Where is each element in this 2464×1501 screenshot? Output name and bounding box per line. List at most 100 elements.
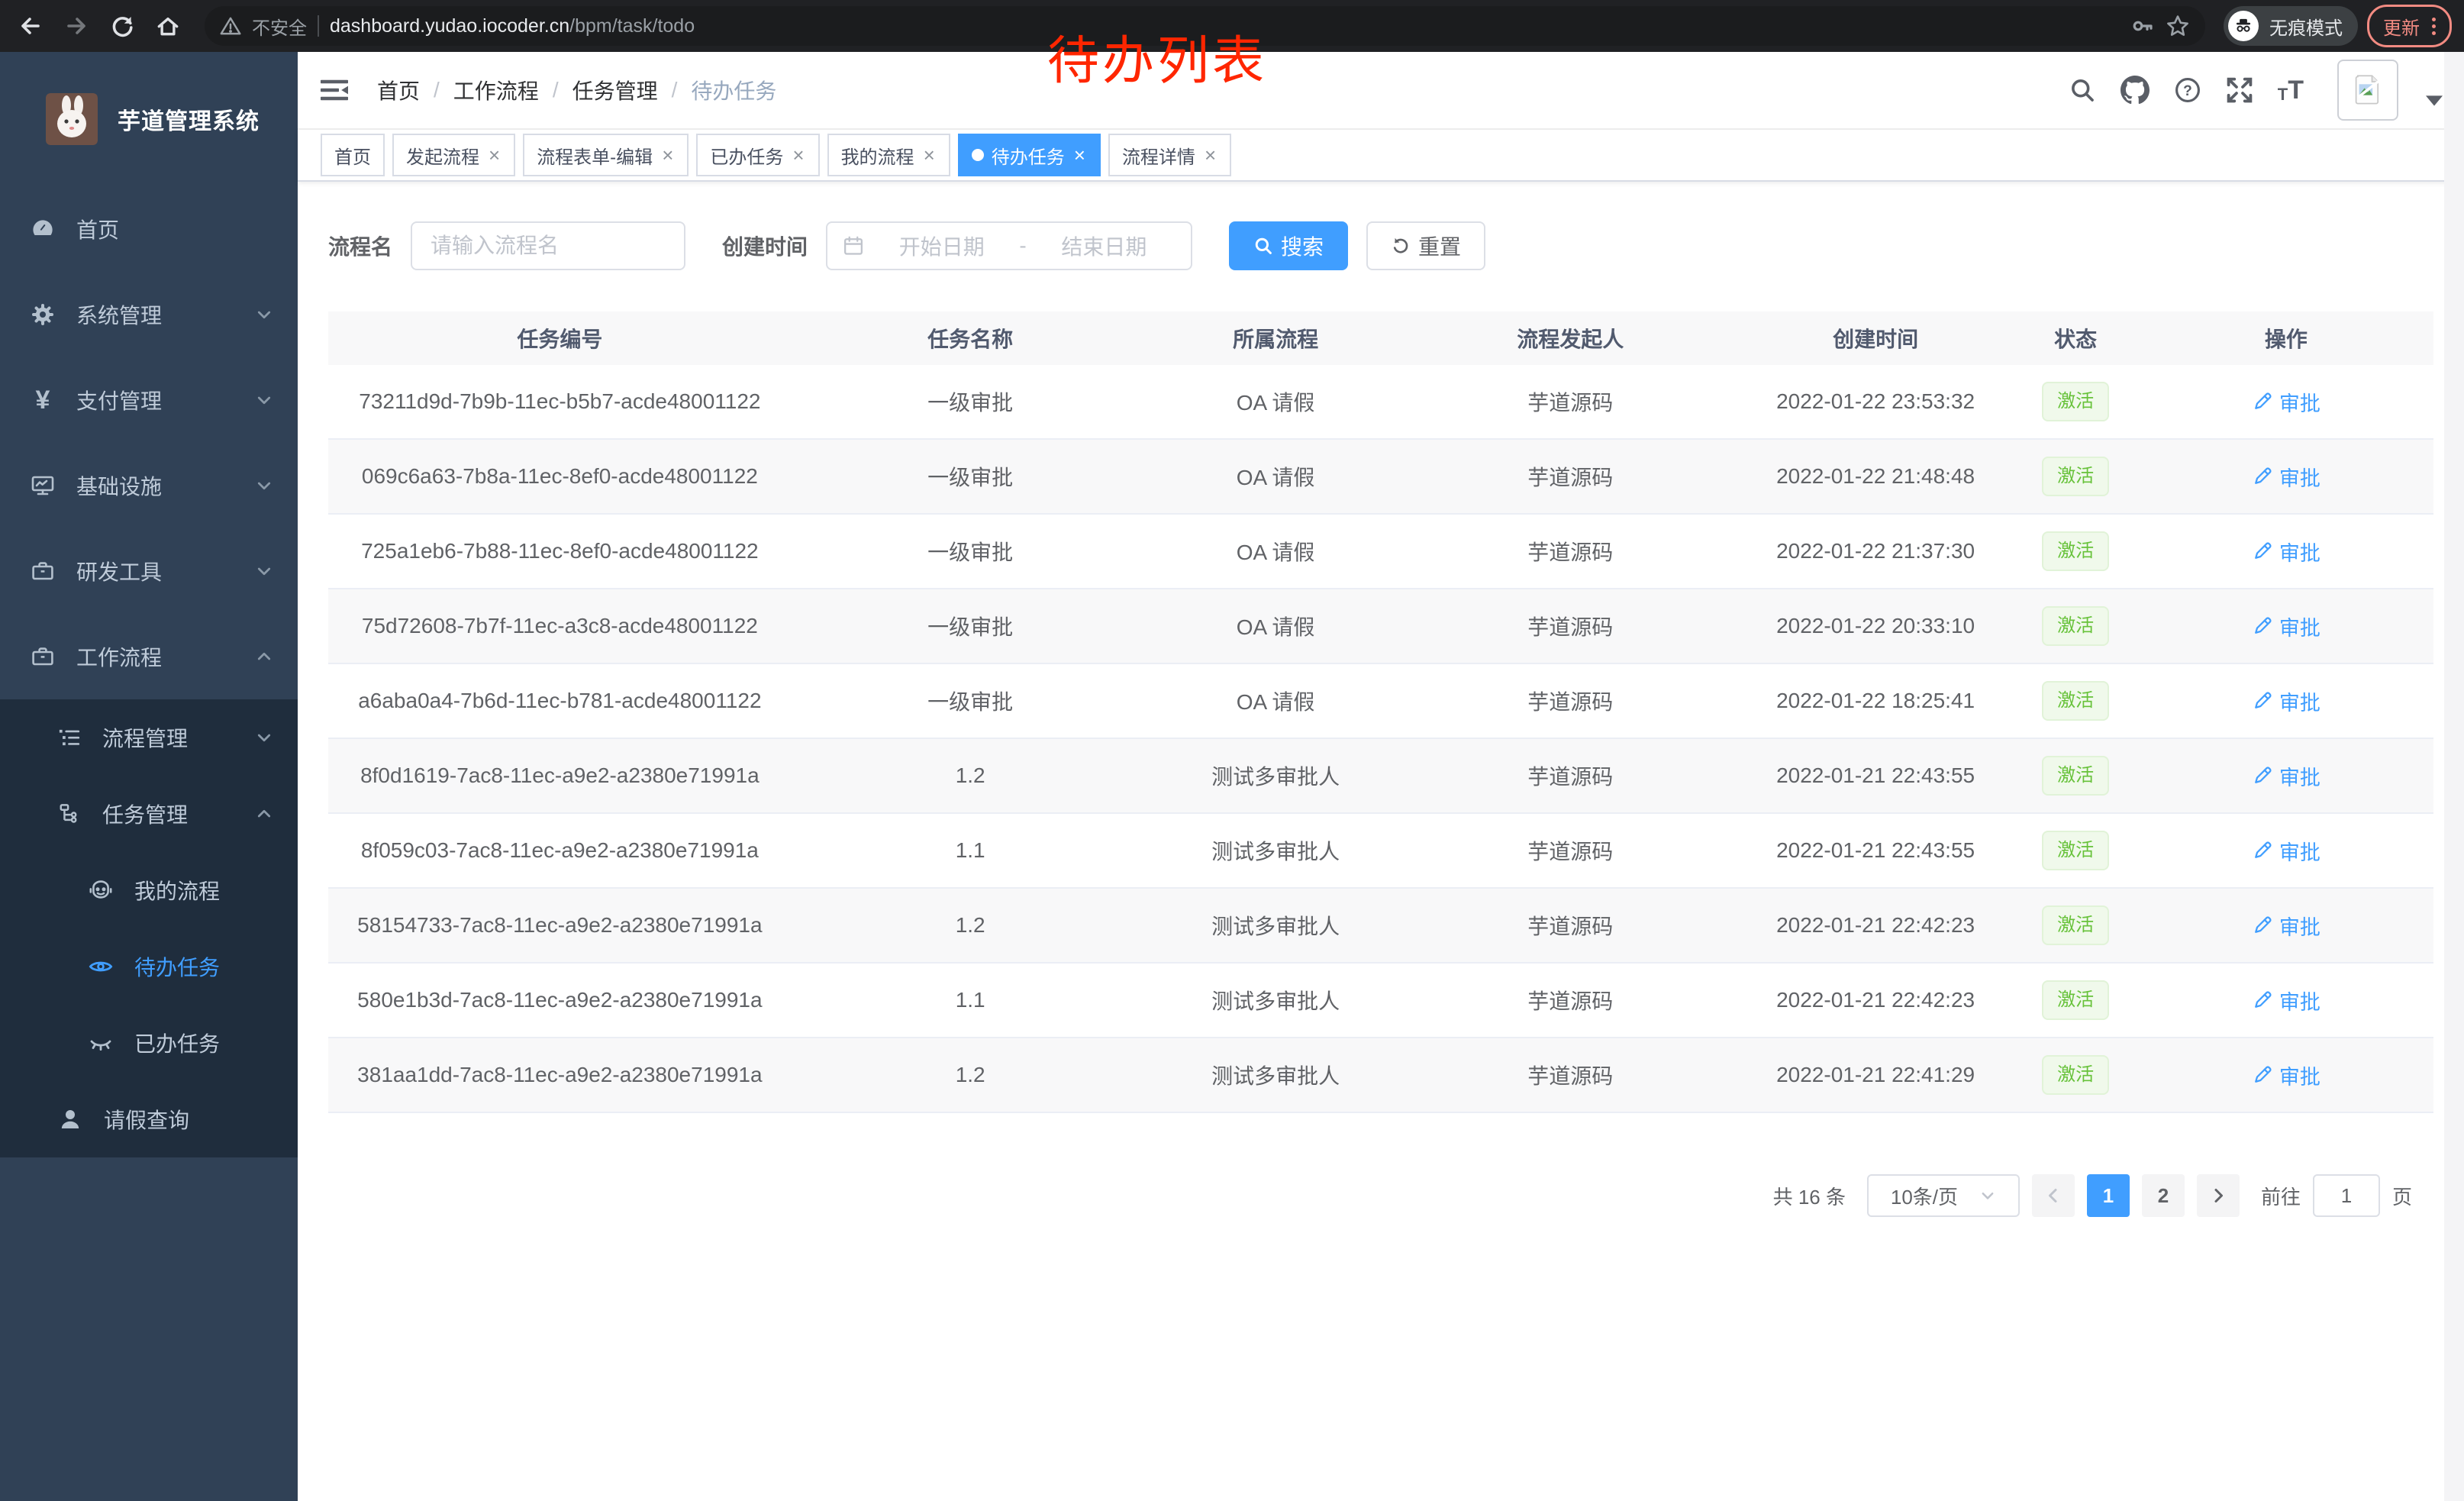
approve-link[interactable]: 审批 xyxy=(2252,911,2320,941)
page-1-button[interactable]: 1 xyxy=(2086,1174,2130,1217)
status-badge: 激活 xyxy=(2042,756,2110,796)
breadcrumb-workflow[interactable]: 工作流程 xyxy=(453,79,539,103)
approve-link[interactable]: 审批 xyxy=(2252,986,2320,1015)
forward-icon[interactable] xyxy=(58,8,95,44)
caret-down-icon[interactable] xyxy=(2426,95,2443,106)
close-tab-icon[interactable]: × xyxy=(662,144,674,166)
tab-流程详情[interactable]: 流程详情 × xyxy=(1108,134,1232,176)
date-range-picker[interactable]: 开始日期 - 结束日期 xyxy=(826,221,1193,270)
bookmark-star-icon[interactable] xyxy=(2166,14,2190,38)
cell-create-time: 2022-01-22 23:53:32 xyxy=(1776,389,1975,413)
sidebar-item-todo-tasks[interactable]: 待办任务 xyxy=(0,928,298,1005)
breadcrumb: 首页 / 工作流程 / 任务管理 / 待办任务 xyxy=(377,75,776,105)
page-2-button[interactable]: 2 xyxy=(2141,1174,2185,1217)
tab-我的流程[interactable]: 我的流程 × xyxy=(827,134,950,176)
status-badge: 激活 xyxy=(2042,681,2110,721)
cell-create-time: 2022-01-22 21:37:30 xyxy=(1776,539,1975,563)
app-logo-row[interactable]: 芋道管理系统 xyxy=(0,52,298,186)
calendar-icon xyxy=(843,235,864,257)
scrollbar[interactable] xyxy=(2444,52,2464,1501)
reload-icon[interactable] xyxy=(104,8,140,44)
approve-link[interactable]: 审批 xyxy=(2252,836,2320,866)
close-tab-icon[interactable]: × xyxy=(792,144,805,166)
url-text[interactable]: dashboard.yudao.iocoder.cn/bpm/task/todo xyxy=(330,15,695,37)
tab-首页[interactable]: 首页 xyxy=(321,134,385,176)
cell-actions: 审批 xyxy=(2139,1038,2433,1112)
cell-task-id: 8f059c03-7ac8-11ec-a9e2-a2380e71991a xyxy=(360,838,759,862)
help-icon[interactable]: ? xyxy=(2174,76,2201,104)
table-row: 580e1b3d-7ac8-11ec-a9e2-a2380e71991a 1.1 测… xyxy=(328,964,2433,1038)
sidebar-item-infra[interactable]: 基础设施 xyxy=(0,443,298,528)
approve-link[interactable]: 审批 xyxy=(2252,761,2320,791)
sidebar-item-leave-query[interactable]: 请假查询 xyxy=(0,1081,298,1157)
process-name-input[interactable] xyxy=(411,221,686,270)
avatar[interactable] xyxy=(2337,60,2398,121)
jump-page-input[interactable] xyxy=(2312,1174,2380,1217)
password-key-icon[interactable] xyxy=(2130,14,2155,38)
prev-page-button[interactable] xyxy=(2031,1174,2075,1217)
browser-menu-icon[interactable] xyxy=(2432,17,2436,35)
tab-label: 我的流程 xyxy=(840,147,914,168)
url-bar[interactable]: 不安全 dashboard.yudao.iocoder.cn/bpm/task/… xyxy=(205,6,2205,46)
page-size-select[interactable]: 10条/页 xyxy=(1866,1174,2020,1217)
sidebar-item-task-mgmt[interactable]: 任务管理 xyxy=(0,776,298,852)
approve-link[interactable]: 审批 xyxy=(2252,387,2320,417)
cell-task-id: 381aa1dd-7ac8-11ec-a9e2-a2380e71991a xyxy=(357,1063,763,1086)
next-page-button[interactable] xyxy=(2196,1174,2240,1217)
github-icon[interactable] xyxy=(2120,76,2150,105)
home-icon[interactable] xyxy=(150,8,186,44)
col-task-id: 任务编号 xyxy=(517,328,603,351)
sidebar-item-home[interactable]: 首页 xyxy=(0,186,298,272)
cell-status: 激活 xyxy=(2012,664,2138,738)
reset-button[interactable]: 重置 xyxy=(1366,221,1486,270)
sidebar-item-workflow[interactable]: 工作流程 xyxy=(0,614,298,699)
fullscreen-icon[interactable] xyxy=(2226,76,2253,104)
close-tab-icon[interactable]: × xyxy=(1204,144,1217,166)
browser-chrome: 不安全 dashboard.yudao.iocoder.cn/bpm/task/… xyxy=(0,0,2464,52)
broken-image-icon xyxy=(2355,75,2383,105)
approve-link[interactable]: 审批 xyxy=(2252,462,2320,492)
breadcrumb-task-mgmt[interactable]: 任务管理 xyxy=(572,79,658,103)
cell-actions: 审批 xyxy=(2139,889,2433,962)
security-label[interactable]: 不安全 xyxy=(252,18,307,39)
cell-starter: 芋道源码 xyxy=(1527,615,1614,639)
approve-link[interactable]: 审批 xyxy=(2252,537,2320,567)
sidebar-item-dev[interactable]: 研发工具 xyxy=(0,528,298,614)
close-tab-icon[interactable]: × xyxy=(489,144,501,166)
cell-process: OA 请假 xyxy=(1236,541,1315,564)
sidebar-item-pay[interactable]: ¥ 支付管理 xyxy=(0,357,298,443)
back-icon[interactable] xyxy=(12,8,49,44)
tab-发起流程[interactable]: 发起流程 × xyxy=(392,134,516,176)
navbar: 首页 / 工作流程 / 任务管理 / 待办任务 ? xyxy=(298,52,2464,130)
close-tab-icon[interactable]: × xyxy=(1073,144,1085,166)
update-label: 更新 xyxy=(2383,18,2420,39)
cell-process: 测试多审批人 xyxy=(1211,989,1340,1013)
status-badge: 激活 xyxy=(2042,531,2110,571)
tab-流程表单-编辑[interactable]: 流程表单-编辑 × xyxy=(523,134,689,176)
workflow-submenu: 流程管理 任务管理 我的流程 xyxy=(0,699,298,1157)
browser-update-button[interactable]: 更新 xyxy=(2367,5,2452,47)
cell-create-time: 2022-01-21 22:43:55 xyxy=(1776,763,1975,787)
search-button[interactable]: 搜索 xyxy=(1229,221,1349,270)
approve-link[interactable]: 审批 xyxy=(2252,686,2320,716)
tab-待办任务[interactable]: 待办任务 × xyxy=(957,134,1101,176)
approve-link[interactable]: 审批 xyxy=(2252,1060,2320,1090)
breadcrumb-home[interactable]: 首页 xyxy=(377,79,421,103)
annotation-todo-list: 待办列表 xyxy=(1047,32,1268,90)
app-title: 芋道管理系统 xyxy=(118,109,260,134)
end-date-placeholder[interactable]: 结束日期 xyxy=(1061,235,1147,259)
start-date-placeholder[interactable]: 开始日期 xyxy=(898,235,985,259)
sidebar-item-label: 请假查询 xyxy=(104,1109,190,1132)
sidebar-item-done-tasks[interactable]: 已办任务 xyxy=(0,1005,298,1081)
approve-link[interactable]: 审批 xyxy=(2252,612,2320,641)
tab-已办任务[interactable]: 已办任务 × xyxy=(696,134,820,176)
close-tab-icon[interactable]: × xyxy=(923,144,935,166)
sidebar-item-my-process[interactable]: 我的流程 xyxy=(0,852,298,928)
sidebar-item-system[interactable]: 系统管理 xyxy=(0,272,298,357)
breadcrumb-current: 待办任务 xyxy=(691,79,777,103)
sidebar-collapse-icon[interactable] xyxy=(319,73,353,107)
cell-starter: 芋道源码 xyxy=(1527,391,1614,415)
sidebar-item-process-mgmt[interactable]: 流程管理 xyxy=(0,699,298,776)
search-icon[interactable] xyxy=(2069,76,2096,104)
